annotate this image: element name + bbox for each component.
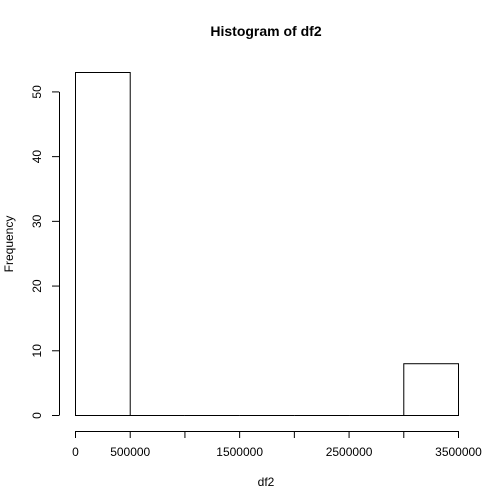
y-tick-label-0: 0 — [30, 412, 44, 419]
x-axis: 0 500000 1500000 2500000 3500000 — [72, 431, 482, 459]
y-tick-label-4: 40 — [30, 150, 44, 164]
x-tick-label-3: 1500000 — [216, 445, 263, 459]
y-tick-label-5: 50 — [30, 85, 44, 99]
histogram-bar-0 — [75, 72, 131, 416]
y-axis-label: Frequency — [2, 216, 16, 273]
x-tick-label-1: 500000 — [110, 445, 150, 459]
y-tick-label-3: 30 — [30, 214, 44, 228]
x-tick-label-0: 0 — [72, 445, 79, 459]
y-tick-label-2: 20 — [30, 279, 44, 293]
chart-title: Histogram of df2 — [210, 23, 321, 39]
y-axis: 0 10 20 30 40 50 — [30, 85, 60, 419]
y-tick-label-1: 10 — [30, 344, 44, 358]
x-tick-label-5: 2500000 — [326, 445, 373, 459]
bars-group — [75, 72, 459, 416]
histogram-bar-6 — [403, 363, 459, 416]
x-axis-label: df2 — [258, 475, 275, 489]
x-tick-label-7: 3500000 — [435, 445, 482, 459]
